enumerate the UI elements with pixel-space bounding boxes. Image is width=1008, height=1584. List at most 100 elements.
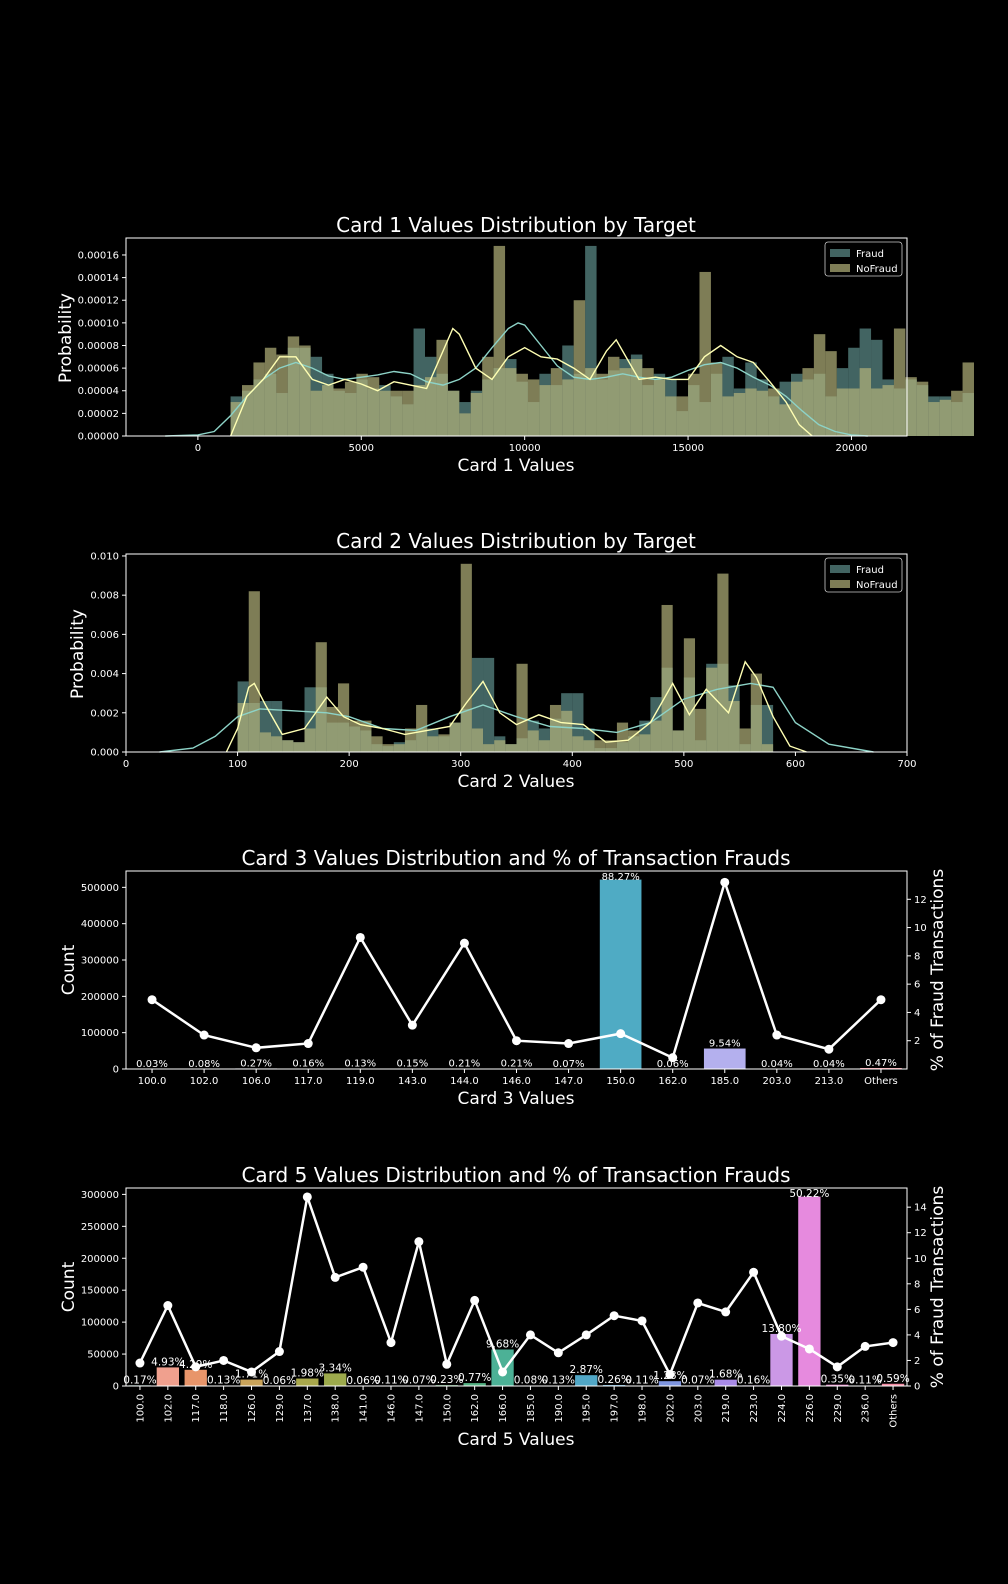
- y2-tick-label: 6: [914, 980, 920, 991]
- fraud-pct-point: [581, 1330, 591, 1340]
- y-tick-label: 300000: [81, 1190, 119, 1201]
- fraud-pct-point: [553, 1348, 563, 1358]
- histogram-bar: [470, 393, 483, 436]
- histogram-bar: [293, 742, 305, 752]
- histogram-bar: [527, 730, 539, 752]
- histogram-bar: [349, 720, 361, 752]
- bar-value-label: 0.11%: [848, 1375, 881, 1387]
- y-tick-label: 0.00016: [78, 250, 119, 261]
- histogram-bar: [916, 381, 929, 436]
- histogram-bar: [538, 740, 550, 752]
- bar-value-label: 0.16%: [737, 1374, 770, 1386]
- bar-value-label: 0.07%: [553, 1059, 585, 1070]
- fraud-pct-point: [776, 1331, 786, 1341]
- histogram-bar: [483, 657, 495, 752]
- histogram-bar: [390, 390, 403, 436]
- histogram-bar: [371, 736, 383, 752]
- histogram-bar: [562, 379, 574, 436]
- bar: [184, 1369, 207, 1386]
- fraud-pct-point: [442, 1359, 452, 1369]
- histogram-bar: [459, 413, 471, 436]
- histogram-bar: [605, 740, 617, 752]
- y-tick-label: 0.010: [90, 551, 119, 562]
- bar: [798, 1196, 821, 1386]
- y2-tick-label: 2: [914, 1356, 920, 1367]
- x-tick-label: 185.0: [526, 1394, 537, 1423]
- fraud-pct-point: [470, 1295, 480, 1305]
- y2-tick-label: 12: [914, 895, 927, 906]
- x-tick-label: 0: [195, 443, 201, 454]
- bar: [240, 1379, 263, 1386]
- fraud-pct-point: [414, 1237, 424, 1247]
- histogram-bar: [427, 736, 439, 752]
- histogram-bar: [271, 701, 283, 752]
- y-axis-label: Count: [59, 1261, 79, 1312]
- bar: [658, 1381, 682, 1386]
- y2-axis-label: % of Fraud Transactions: [928, 869, 948, 1072]
- kde-line-nofraud: [225, 660, 807, 753]
- fraud-pct-point: [358, 1262, 368, 1272]
- bar: [770, 1333, 793, 1386]
- fraud-pct-point: [274, 1347, 284, 1357]
- legend-entry-nofraud: NoFraud: [856, 264, 898, 275]
- histogram-bar: [561, 710, 573, 752]
- y2-tick-label: 8: [914, 951, 920, 962]
- x-axis-label: Card 2 Values: [458, 772, 575, 792]
- legend-entry-fraud: Fraud: [856, 249, 884, 260]
- histogram-bar: [688, 373, 700, 436]
- bar: [826, 1384, 849, 1386]
- histogram-bar: [585, 368, 597, 436]
- fraud-pct-point: [135, 1358, 145, 1368]
- x-tick-label: 600: [786, 759, 805, 770]
- histogram-bar: [413, 385, 426, 436]
- fraud-pct-point: [609, 1311, 619, 1321]
- x-tick-label: 144.0: [450, 1076, 479, 1087]
- histogram-bar: [287, 336, 300, 436]
- y2-tick-label: 14: [914, 1203, 927, 1214]
- histogram-bar: [493, 245, 506, 436]
- histogram-bar: [761, 704, 774, 752]
- y2-tick-label: 10: [914, 1254, 927, 1265]
- series-nofraud-bars: [230, 245, 974, 436]
- fraud-pct-point: [407, 1020, 417, 1030]
- bar-value-label: 0.07%: [402, 1375, 435, 1387]
- histogram-bar: [848, 388, 860, 436]
- x-tick-label: 202.0: [665, 1394, 676, 1423]
- y-tick-label: 0.008: [90, 591, 119, 602]
- kde-line-nofraud: [229, 327, 813, 437]
- x-tick-label: 185.0: [710, 1076, 739, 1087]
- y-tick-label: 500000: [81, 883, 119, 894]
- histogram-bar: [483, 744, 495, 752]
- bar-value-label: 0.04%: [761, 1059, 793, 1070]
- bar: [881, 1383, 905, 1386]
- histogram-bar: [447, 390, 460, 436]
- histogram-bar: [494, 740, 506, 752]
- histogram-bar: [573, 300, 586, 436]
- y-tick-label: 0.002: [90, 708, 119, 719]
- histogram-bar: [425, 377, 437, 436]
- histogram-bar: [333, 388, 345, 436]
- fraud-pct-point: [888, 1338, 898, 1348]
- bar-value-label: 50.22%: [789, 1188, 829, 1200]
- histogram-bar: [539, 385, 551, 436]
- x-tick-label: 118.0: [219, 1394, 230, 1423]
- histogram-bar: [237, 702, 249, 752]
- fraud-pct-point: [303, 1039, 313, 1049]
- y-tick-label: 0.00008: [78, 341, 119, 352]
- fraud-pct-point: [386, 1338, 396, 1348]
- y2-tick-label: 8: [914, 1279, 920, 1290]
- bar-value-label: 0.11%: [625, 1375, 658, 1387]
- fraud-pct-point: [525, 1330, 535, 1340]
- histogram-bar: [882, 385, 894, 436]
- histogram-bar: [710, 362, 723, 436]
- y-tick-label: 400000: [81, 919, 119, 930]
- histogram-bar: [360, 720, 372, 752]
- histogram-bar: [756, 390, 769, 436]
- x-tick-label: 5000: [349, 443, 374, 454]
- histogram-bar: [676, 396, 689, 436]
- y2-tick-label: 4: [914, 1008, 920, 1019]
- y-tick-label: 150000: [81, 1286, 119, 1297]
- y-tick-label: 100000: [81, 1028, 119, 1039]
- histogram-bar: [928, 402, 940, 436]
- histogram-bar: [905, 377, 917, 436]
